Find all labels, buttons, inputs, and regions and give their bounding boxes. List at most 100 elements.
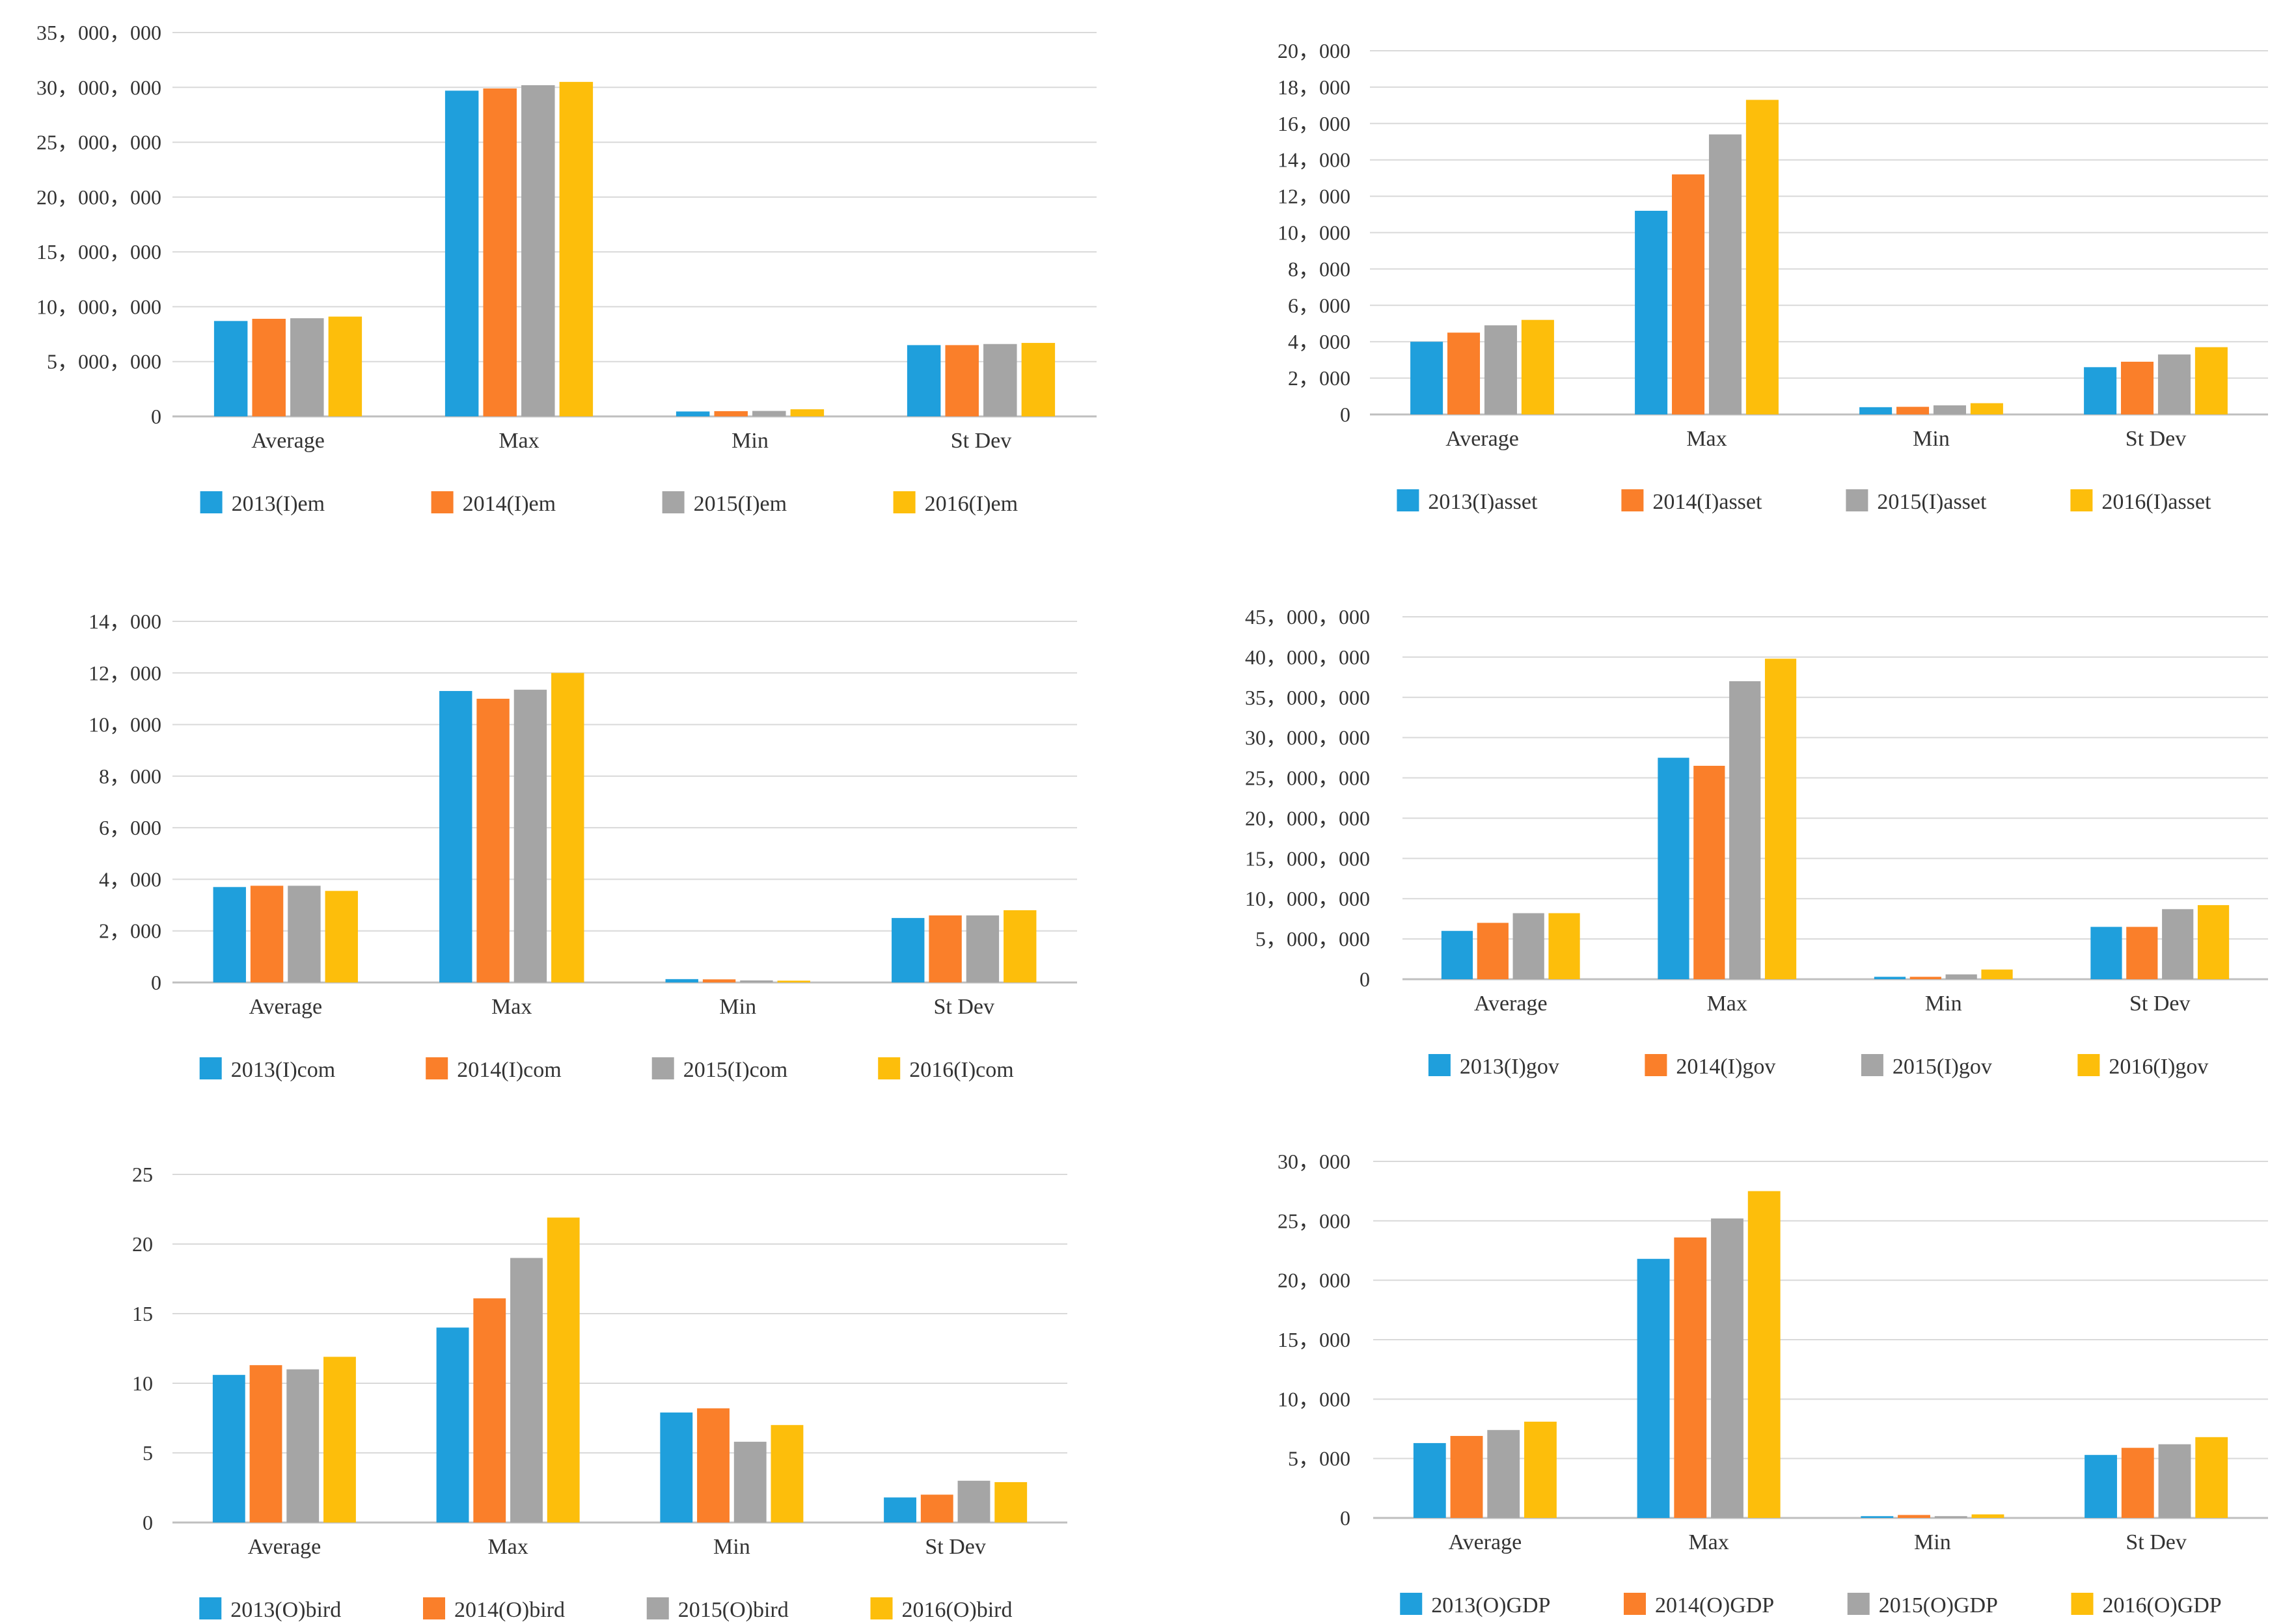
category-label: Max bbox=[491, 995, 532, 1019]
bar-2015-i-asset-st-dev bbox=[2157, 354, 2191, 414]
y-tick-label: 2，000 bbox=[1288, 366, 1350, 390]
legend-swatch bbox=[1847, 1593, 1870, 1615]
bar-2016-i-com-min bbox=[777, 981, 810, 982]
bar-2014-i-com-max bbox=[476, 698, 510, 982]
bar-2016-i-com-max bbox=[551, 673, 584, 982]
bar-2015-i-em-average bbox=[290, 318, 324, 416]
legend-swatch bbox=[1645, 1054, 1667, 1076]
legend-label: 2014(I)gov bbox=[1676, 1055, 1775, 1079]
legend-label: 2015(O)bird bbox=[678, 1598, 789, 1622]
bar-2013-i-gov-min bbox=[1874, 977, 1906, 979]
bar-2013-o-bird-st-dev bbox=[884, 1497, 916, 1522]
y-tick-label: 25，000，000 bbox=[1245, 766, 1370, 790]
category-label: Min bbox=[1914, 1530, 1951, 1554]
y-tick-label: 35，000，000 bbox=[36, 21, 161, 44]
legend-item: 2014(O)GDP bbox=[1624, 1593, 1774, 1617]
y-tick-label: 10，000 bbox=[1278, 1387, 1350, 1411]
y-tick-label: 0 bbox=[151, 971, 161, 994]
bar-2016-i-asset-min bbox=[1970, 403, 2003, 414]
legend-item: 2016(I)em bbox=[893, 491, 1018, 516]
legend-label: 2014(I)asset bbox=[1652, 490, 1762, 514]
y-tick-label: 5，000，000 bbox=[47, 350, 161, 373]
bar-2015-i-em-st-dev bbox=[983, 344, 1017, 416]
y-tick-label: 10，000，000 bbox=[1245, 887, 1370, 910]
bar-2013-i-em-average bbox=[213, 321, 248, 416]
y-tick-label: 14，000 bbox=[89, 610, 161, 633]
legend-item: 2013(O)GDP bbox=[1400, 1593, 1550, 1617]
legend-label: 2015(I)em bbox=[694, 492, 787, 516]
legend-swatch bbox=[2071, 1593, 2094, 1615]
category-label: Max bbox=[1688, 1530, 1729, 1554]
bar-2013-i-asset-average bbox=[1410, 342, 1443, 414]
legend-swatch bbox=[651, 1057, 674, 1079]
y-tick-label: 0 bbox=[151, 405, 161, 428]
bar-2013-i-asset-max bbox=[1635, 210, 1668, 414]
chart-panel-2: 0 2，000 4，000 6，000 8，000 10，000 12，000 14，000 1… bbox=[1278, 39, 2268, 514]
bar-2016-o-gdp-max bbox=[1747, 1191, 1781, 1518]
bar-2014-i-em-average bbox=[252, 318, 286, 416]
bar-2016-i-gov-st-dev bbox=[2197, 905, 2230, 979]
bar-2014-i-em-st-dev bbox=[945, 345, 979, 416]
bar-2015-o-gdp-st-dev bbox=[2158, 1444, 2191, 1518]
legend-swatch bbox=[893, 491, 916, 513]
chart-panel-4: 0 5，000，000 10，000，000 15，000，000 20，000，000… bbox=[1245, 605, 2268, 1079]
bar-2014-i-em-max bbox=[483, 88, 517, 416]
category-label: St Dev bbox=[2126, 1530, 2187, 1554]
category-label: St Dev bbox=[925, 1535, 986, 1559]
legend-item: 2014(I)gov bbox=[1645, 1054, 1775, 1079]
category-label: Average bbox=[1474, 992, 1548, 1016]
bar-2014-i-asset-average bbox=[1447, 332, 1481, 414]
y-tick-label: 20 bbox=[132, 1232, 153, 1256]
legend-item: 2014(I)asset bbox=[1621, 489, 1762, 514]
y-tick-label: 5 bbox=[143, 1441, 153, 1465]
legend-label: 2015(I)com bbox=[683, 1058, 788, 1082]
bar-2013-o-gdp-average bbox=[1413, 1442, 1446, 1518]
bar-2015-i-com-max bbox=[513, 690, 547, 982]
y-tick-label: 14，000 bbox=[1278, 148, 1350, 172]
y-tick-label: 10 bbox=[132, 1372, 153, 1395]
legend-item: 2014(O)bird bbox=[423, 1597, 565, 1622]
category-label: Average bbox=[249, 995, 322, 1019]
bar-2016-o-gdp-st-dev bbox=[2195, 1437, 2228, 1518]
bar-2014-o-gdp-st-dev bbox=[2121, 1448, 2154, 1518]
legend-swatch bbox=[426, 1057, 448, 1079]
bar-2013-i-com-min bbox=[665, 979, 698, 982]
chart-panel-3: 0 2，000 4，000 6，000 8，000 10，000 12，000 14，000 A… bbox=[89, 610, 1077, 1082]
legend-item: 2015(O)bird bbox=[646, 1597, 789, 1622]
legend-label: 2013(I)asset bbox=[1428, 490, 1538, 514]
bar-2013-o-gdp-st-dev bbox=[2085, 1455, 2117, 1518]
y-tick-label: 0 bbox=[1340, 1506, 1350, 1530]
bar-2016-i-em-max bbox=[559, 81, 594, 417]
bar-2016-o-gdp-average bbox=[1524, 1422, 1557, 1518]
bar-2016-i-gov-max bbox=[1764, 658, 1797, 979]
y-tick-label: 45，000，000 bbox=[1245, 605, 1370, 629]
legend-swatch bbox=[878, 1057, 901, 1079]
bar-2014-i-em-min bbox=[714, 411, 748, 416]
legend-swatch bbox=[1846, 489, 1868, 511]
bar-2015-i-em-min bbox=[752, 411, 786, 416]
legend-swatch bbox=[431, 491, 454, 513]
legend-item: 2015(I)asset bbox=[1846, 489, 1987, 514]
legend-label: 2013(I)com bbox=[231, 1058, 336, 1082]
y-tick-label: 0 bbox=[1360, 968, 1370, 991]
y-tick-label: 5，000，000 bbox=[1255, 927, 1370, 951]
y-tick-label: 6，000 bbox=[1288, 293, 1350, 317]
bar-2015-i-gov-max bbox=[1729, 681, 1761, 979]
legend-label: 2013(O)GDP bbox=[1431, 1593, 1550, 1617]
bar-2015-o-bird-average bbox=[286, 1369, 320, 1522]
bar-2016-o-gdp-min bbox=[1971, 1514, 2004, 1518]
legend-item: 2013(I)gov bbox=[1428, 1054, 1559, 1079]
legend-swatch bbox=[662, 491, 685, 513]
legend-label: 2014(O)bird bbox=[454, 1598, 565, 1622]
bar-2014-i-gov-max bbox=[1693, 765, 1725, 979]
category-label: Max bbox=[1686, 427, 1727, 451]
category-label: Average bbox=[1449, 1530, 1522, 1554]
bar-2013-o-bird-min bbox=[660, 1412, 693, 1522]
legend-swatch bbox=[1621, 489, 1644, 511]
legend-label: 2013(I)em bbox=[232, 492, 325, 516]
bar-2013-i-em-min bbox=[676, 411, 710, 416]
bar-2016-i-em-min bbox=[790, 409, 825, 416]
bar-2013-i-asset-min bbox=[1859, 407, 1893, 414]
bar-2014-i-asset-min bbox=[1896, 407, 1930, 414]
